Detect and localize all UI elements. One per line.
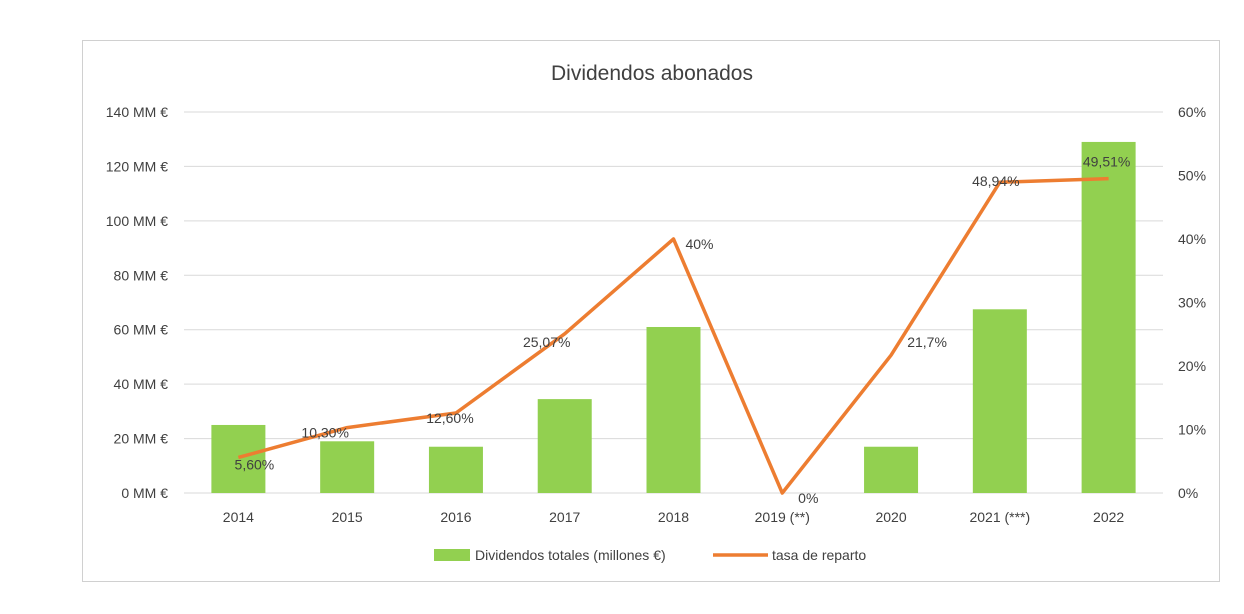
- right-axis: 0% 10% 20% 30% 40% 50% 60%: [1178, 104, 1206, 501]
- data-label: 21,7%: [907, 334, 947, 350]
- left-tick-label: 60 MM €: [114, 322, 169, 338]
- legend-bar-swatch: [434, 549, 470, 561]
- x-tick-label: 2015: [332, 509, 363, 525]
- bar: [428, 446, 483, 493]
- legend-line-label: tasa de reparto: [772, 547, 866, 563]
- data-label: 10,30%: [301, 425, 348, 441]
- bar: [864, 446, 919, 493]
- right-tick-label: 20%: [1178, 358, 1206, 374]
- right-tick-label: 60%: [1178, 104, 1206, 120]
- x-tick-label: 2016: [440, 509, 471, 525]
- right-tick-label: 30%: [1178, 295, 1206, 311]
- x-tick-label: 2022: [1093, 509, 1124, 525]
- data-labels: 5,60% 10,30% 12,60% 25,07% 40% 0% 21,7% 48,94% 4…: [235, 154, 1131, 506]
- data-label: 40%: [685, 236, 713, 252]
- right-tick-label: 40%: [1178, 231, 1206, 247]
- bar: [972, 309, 1027, 493]
- x-tick-label: 2018: [658, 509, 689, 525]
- line-series: [237, 176, 1109, 495]
- data-label: 48,94%: [972, 173, 1019, 189]
- left-tick-label: 140 MM €: [106, 104, 168, 120]
- data-label: 5,60%: [235, 456, 275, 472]
- left-tick-label: 0 MM €: [121, 485, 168, 501]
- right-tick-label: 0%: [1178, 485, 1198, 501]
- payout-rate-line: [237, 176, 1109, 495]
- bar: [537, 399, 592, 493]
- bar: [211, 424, 266, 493]
- x-tick-label: 2014: [223, 509, 254, 525]
- left-tick-label: 80 MM €: [114, 267, 169, 283]
- legend: Dividendos totales (millones €) tasa de r…: [434, 547, 866, 563]
- legend-bar-label: Dividendos totales (millones €): [475, 547, 666, 563]
- right-tick-label: 10%: [1178, 422, 1206, 438]
- data-label: 0%: [798, 490, 818, 506]
- x-tick-label: 2019 (**): [755, 509, 810, 525]
- left-tick-label: 40 MM €: [114, 376, 169, 392]
- data-label: 49,51%: [1083, 154, 1130, 170]
- chart-title: Dividendos abonados: [551, 62, 753, 85]
- bar: [1081, 141, 1136, 493]
- data-label: 25,07%: [523, 334, 570, 350]
- left-tick-label: 120 MM €: [106, 158, 168, 174]
- x-tick-label: 2017: [549, 509, 580, 525]
- data-label: 12,60%: [426, 410, 473, 426]
- x-tick-label: 2020: [875, 509, 906, 525]
- x-tick-label: 2021 (***): [969, 509, 1030, 525]
- x-axis: 2014 2015 2016 2017 2018 2019 (**) 2020 2021 (*…: [223, 509, 1125, 525]
- left-tick-label: 100 MM €: [106, 213, 168, 229]
- left-tick-label: 20 MM €: [114, 431, 169, 447]
- bar-series: [211, 141, 1136, 493]
- right-tick-label: 50%: [1178, 168, 1206, 184]
- bar: [646, 326, 701, 493]
- bar: [320, 441, 375, 493]
- left-axis: 0 MM € 20 MM € 40 MM € 60 MM € 80 MM € 100 MM…: [106, 104, 168, 501]
